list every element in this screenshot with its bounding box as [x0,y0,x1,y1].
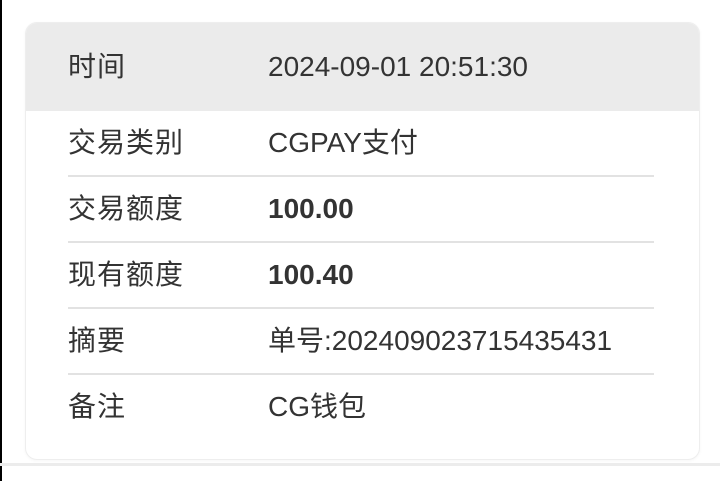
transaction-amount-label: 交易额度 [68,193,185,224]
summary-label: 摘要 [68,325,127,356]
current-balance-label: 现有额度 [68,259,185,290]
row-transaction-amount: 交易额度 100.00 [26,177,699,241]
current-balance-value: 100.40 [268,259,354,290]
page-divider-line [0,463,720,466]
summary-value: 单号:202409023715435431 [268,325,613,356]
remark-value: CG钱包 [268,391,367,422]
row-summary: 摘要 单号:202409023715435431 [26,309,699,373]
row-divider [68,175,654,177]
row-divider [68,241,654,243]
time-value: 2024-09-01 20:51:30 [268,51,528,82]
row-current-balance: 现有额度 100.40 [26,243,699,307]
remark-label: 备注 [68,391,127,422]
transaction-type-value: CGPAY支付 [268,127,418,158]
transaction-detail-card: 时间 2024-09-01 20:51:30 交易类别 CGPAY支付 交易额度… [25,22,700,460]
transaction-amount-value: 100.00 [268,193,354,224]
row-divider [68,373,654,375]
row-time: 时间 2024-09-01 20:51:30 [26,23,699,111]
row-transaction-type: 交易类别 CGPAY支付 [26,111,699,175]
transaction-type-label: 交易类别 [68,127,185,158]
row-divider [68,307,654,309]
time-label: 时间 [68,51,127,82]
row-remark: 备注 CG钱包 [26,375,699,439]
screen-edge-line [0,0,2,481]
